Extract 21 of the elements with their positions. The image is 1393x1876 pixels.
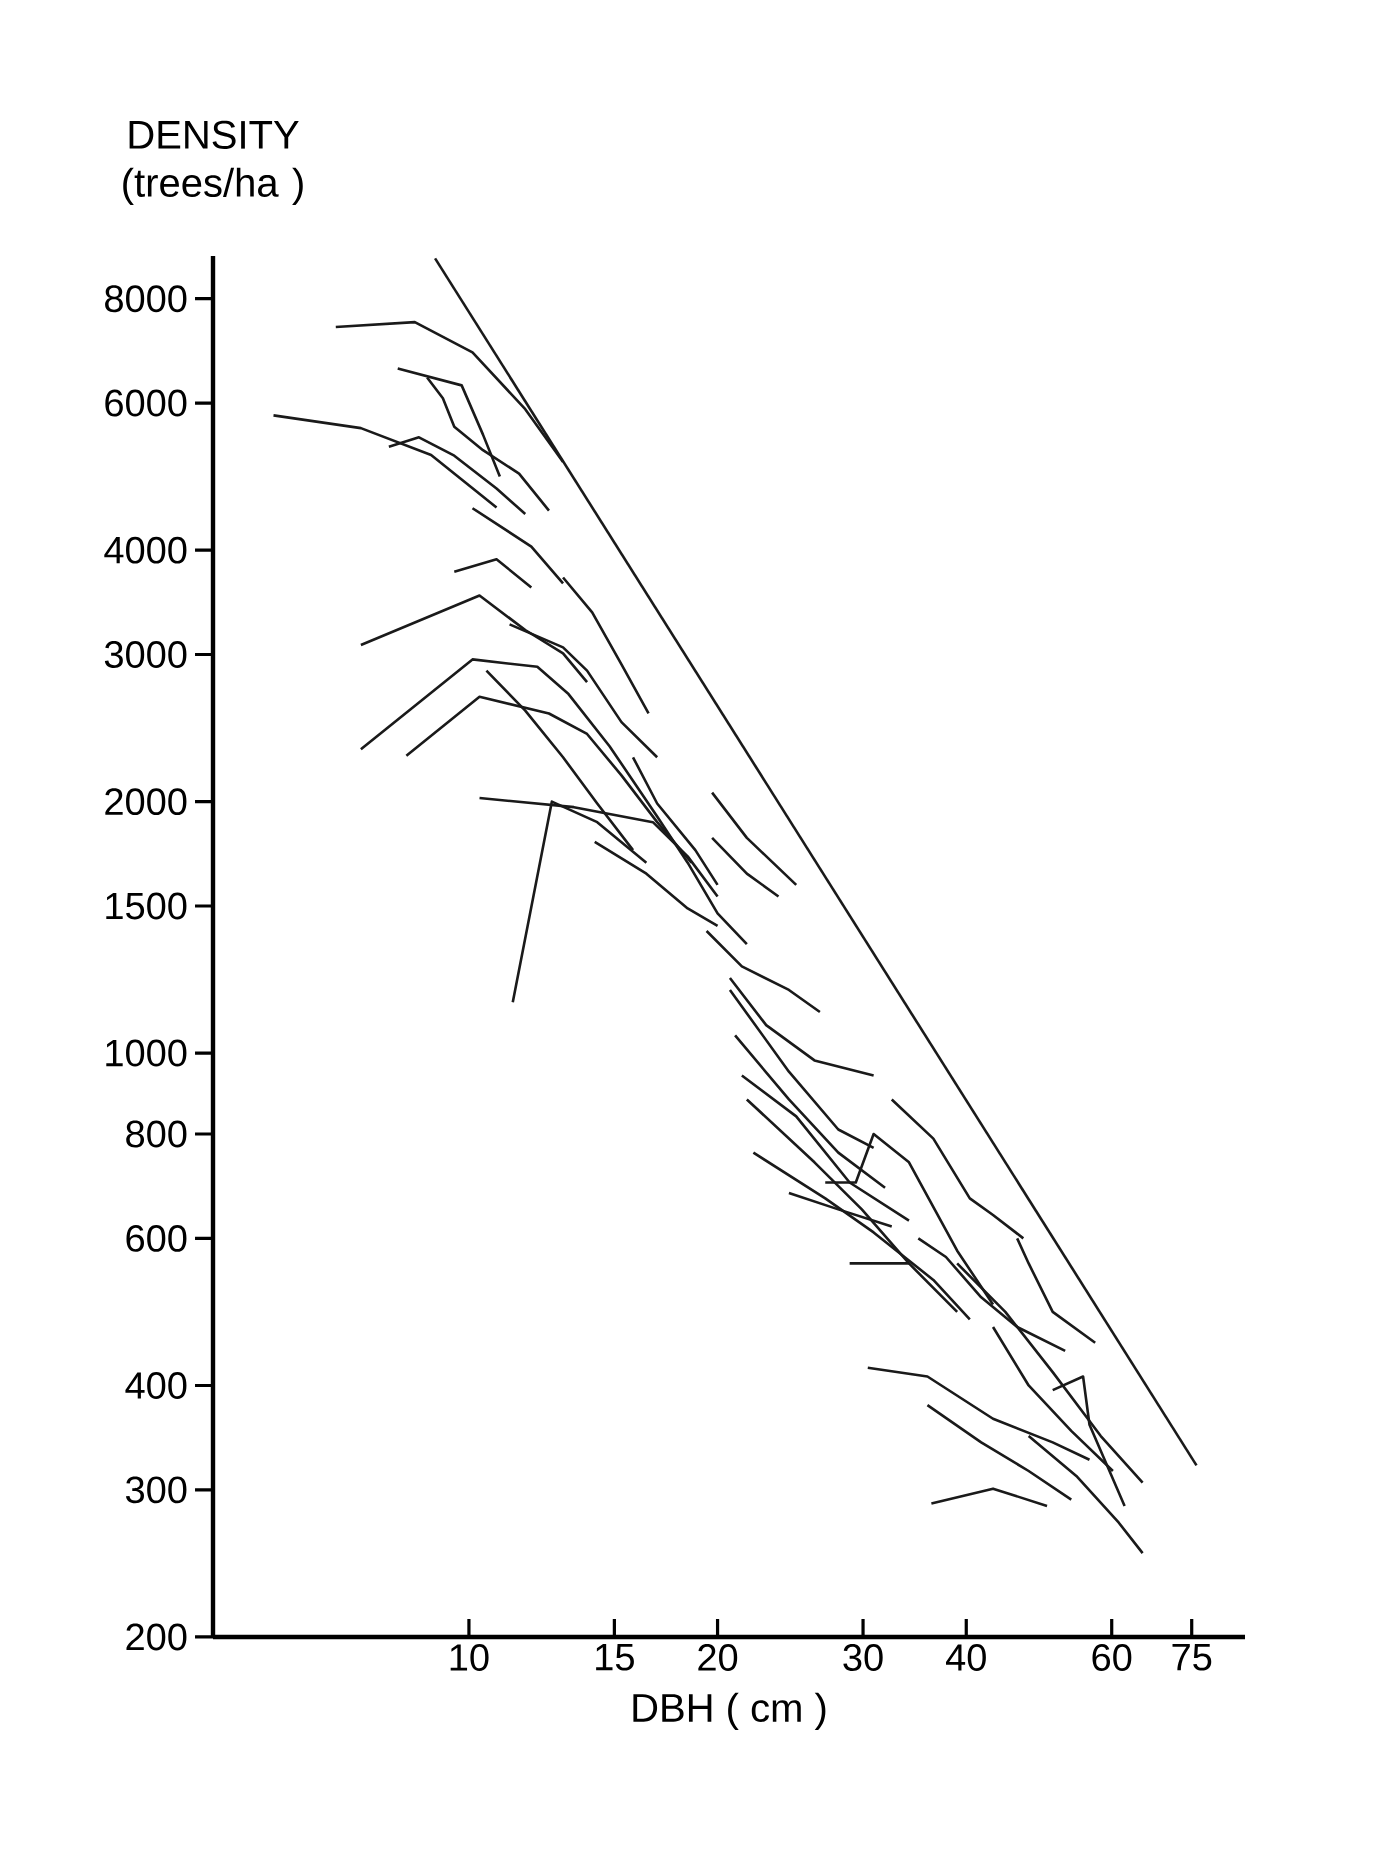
x-tick-label: 75 — [1172, 1644, 1212, 1671]
x-tick-label: 10 — [450, 1644, 489, 1671]
y-tick-label: 200 — [126, 1623, 187, 1651]
x-tick-label: 30 — [843, 1644, 883, 1671]
y-tick-label: 6000 — [105, 389, 187, 417]
y-tick-label: 1500 — [106, 892, 187, 920]
y-tick-label: 600 — [126, 1224, 187, 1252]
x-tick-label: 40 — [946, 1644, 986, 1671]
y-tick-label: 300 — [126, 1476, 187, 1504]
x-tick-label: 15 — [596, 1644, 634, 1671]
y-tick-label: 3000 — [104, 641, 187, 668]
y-tick-label: 1000 — [106, 1039, 187, 1067]
y-axis-title: DENSITY (trees/ha ) — [123, 120, 303, 205]
y-tick-label: 2000 — [105, 788, 187, 816]
x-tick-label: 20 — [698, 1644, 738, 1671]
y-tick-label: 400 — [125, 1372, 187, 1399]
y-tick-label: 8000 — [105, 285, 187, 313]
y-tick-label: 800 — [126, 1120, 187, 1148]
y-tick-label: 4000 — [104, 536, 187, 564]
x-tick-label: 60 — [1092, 1644, 1132, 1671]
x-axis-title: DBH ( cm ) — [633, 1692, 826, 1730]
